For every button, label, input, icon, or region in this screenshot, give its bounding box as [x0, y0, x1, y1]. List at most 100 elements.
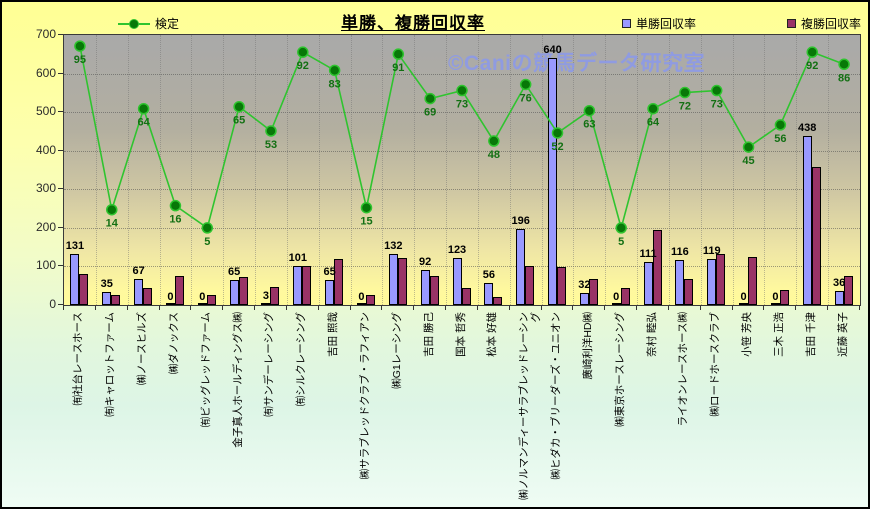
tansho-bar — [802, 136, 812, 305]
x-axis-tick — [731, 306, 733, 310]
tansho-bar — [293, 266, 303, 305]
y-axis-tick — [58, 149, 63, 151]
kentei-value-label: 14 — [106, 218, 119, 230]
x-axis-tick — [699, 306, 701, 310]
grid-line-vertical — [477, 35, 479, 305]
line-dot-icon — [129, 18, 139, 29]
x-axis-tick — [795, 306, 797, 310]
tansho-bar — [739, 303, 749, 305]
fukusho-bar — [111, 295, 121, 305]
x-axis-tick — [317, 306, 319, 310]
x-axis-tick — [94, 306, 96, 310]
x-axis-tick — [285, 306, 287, 310]
kentei-value-label: 5 — [204, 236, 210, 248]
category-label: 小笹 芳央 — [741, 312, 754, 357]
kentei-value-label: 91 — [392, 62, 404, 74]
fukusho-bar — [143, 287, 153, 305]
grid-line-vertical — [668, 35, 670, 305]
kentei-point — [392, 48, 405, 60]
grid-line-vertical — [159, 35, 161, 305]
category-label: ㈱ヒダカ・ブリーダーズ・ユニオン — [550, 312, 563, 480]
tansho-value-label: 92 — [419, 255, 432, 268]
category-label: ㈱東京ホースレーシング — [613, 312, 626, 427]
legend-label-fukusho: 複勝回収率 — [801, 17, 862, 31]
tansho-bar — [548, 58, 558, 305]
tansho-bar — [707, 259, 717, 305]
y-axis-label: 400 — [35, 142, 56, 157]
x-axis-tick — [158, 306, 160, 310]
category-label: ㈱サラブレッドクラブ・ラフィアン — [358, 312, 371, 480]
x-axis-tick — [222, 306, 224, 310]
tansho-value-label: 123 — [447, 243, 467, 256]
y-axis-label: 200 — [35, 219, 56, 234]
y-axis-tick — [58, 226, 63, 228]
tansho-bar — [229, 279, 239, 305]
plot-area: ©Caniの競馬データ研究室 131 35 67 0 0 65 3 101 65 0 132 92 12… — [63, 34, 861, 306]
kentei-value-label: 15 — [360, 216, 372, 228]
kentei-point — [551, 127, 564, 139]
x-axis-tick — [126, 306, 128, 310]
tansho-bar — [325, 279, 335, 305]
fukusho-bar — [811, 166, 821, 305]
category-label: ㈲キャロットファーム — [104, 312, 117, 417]
category-label: 吉田 照哉 — [327, 312, 340, 357]
kentei-point — [328, 64, 341, 77]
tansho-bar — [643, 262, 653, 305]
tansho-bar — [579, 292, 589, 305]
tansho-value-label: 0 — [199, 291, 206, 303]
tansho-value-label: 132 — [384, 240, 403, 253]
kentei-value-label: 92 — [297, 60, 309, 72]
category-label: 近藤 英子 — [836, 312, 849, 357]
grid-line-vertical — [286, 35, 288, 305]
grid-line-vertical — [127, 35, 129, 305]
y-axis-label: 600 — [35, 65, 56, 80]
kentei-point — [774, 119, 787, 131]
tansho-value-label: 3 — [262, 289, 270, 302]
fukusho-bar — [365, 294, 375, 305]
category-label: ライオンレースホース㈱ — [677, 312, 690, 427]
category-label: ㈲シルクレーシング — [295, 312, 308, 407]
x-axis-tick — [254, 306, 256, 310]
y-axis-tick — [58, 111, 63, 113]
tansho-value-label: 131 — [65, 240, 85, 253]
x-axis-tick — [604, 306, 606, 310]
kentei-value-label: 64 — [647, 117, 660, 129]
tansho-bar — [484, 283, 494, 305]
y-axis-tick — [58, 34, 63, 35]
category-label: ㈱ダノックス — [167, 312, 180, 375]
fukusho-bar — [174, 276, 184, 305]
kentei-value-label: 56 — [774, 133, 786, 145]
category-label: 吉田 勝己 — [422, 312, 435, 357]
tansho-bar — [261, 303, 271, 305]
kentei-point — [137, 102, 150, 115]
kentei-point — [265, 125, 277, 137]
tansho-bar — [770, 303, 780, 305]
tansho-swatch-icon — [622, 19, 631, 28]
grid-line-vertical — [732, 35, 734, 305]
tansho-value-label: 111 — [639, 248, 657, 261]
tansho-bar — [611, 303, 621, 305]
tansho-value-label: 35 — [100, 277, 113, 290]
category-label: ㈲ビッグレッドファーム — [199, 312, 212, 428]
legend-label-tansho: 単勝回収率 — [636, 17, 697, 31]
y-axis-tick — [58, 188, 63, 190]
category-label: 奈村 睦弘 — [645, 312, 658, 357]
tansho-value-label: 56 — [482, 269, 495, 282]
x-axis-tick — [540, 306, 542, 310]
kentei-point — [456, 84, 468, 97]
chart-title: 単勝、複勝回収率 — [341, 14, 485, 33]
tansho-bar — [197, 303, 207, 305]
grid-line-horizontal — [64, 266, 860, 268]
fukusho-bar — [334, 258, 344, 305]
tansho-bar — [452, 257, 462, 305]
tansho-value-label: 0 — [772, 291, 779, 303]
grid-line-vertical — [350, 35, 352, 305]
kentei-point — [488, 135, 500, 147]
category-label: 松本 好雄 — [486, 312, 499, 357]
legend-fukusho: 複勝回収率 — [787, 15, 861, 32]
tansho-value-label: 438 — [798, 122, 817, 135]
tansho-bar — [356, 303, 366, 305]
kentei-point — [806, 46, 818, 58]
x-axis-tick — [636, 306, 638, 310]
